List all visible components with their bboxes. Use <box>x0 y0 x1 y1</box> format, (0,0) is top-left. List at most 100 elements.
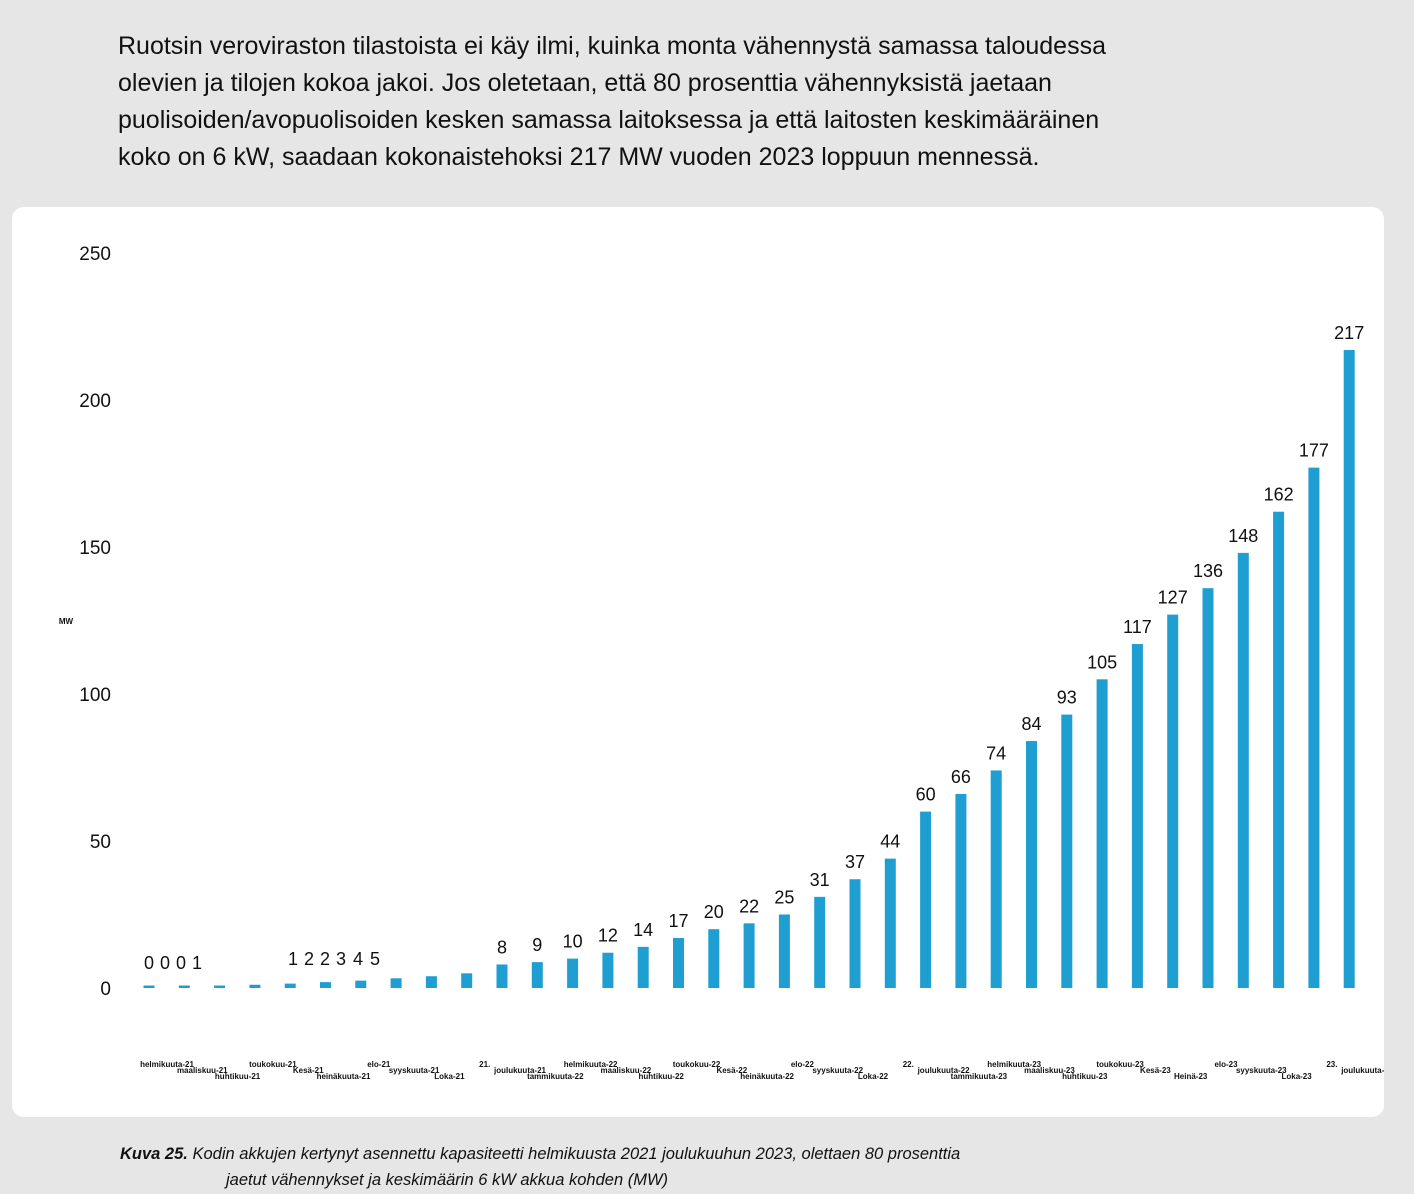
x-tick-label: huhtikuu-23 <box>1062 1072 1108 1081</box>
bar <box>708 929 720 988</box>
y-tick-label: 100 <box>79 685 111 706</box>
bar <box>1237 552 1249 988</box>
x-tick-label: 23. <box>1326 1060 1337 1069</box>
data-label: 84 <box>1021 714 1041 734</box>
x-tick-label: elo-21 <box>367 1060 391 1069</box>
data-label: 25 <box>774 888 794 908</box>
bar <box>1096 679 1108 988</box>
x-tick-label: syyskuuta-21 <box>389 1066 440 1075</box>
y-tick-label: 250 <box>79 244 111 265</box>
x-tick-label: tammikuuta-22 <box>527 1072 584 1081</box>
x-tick-label: syyskuuta-23 <box>1236 1066 1287 1075</box>
intro-line-3: puolisoiden/avopuolisoiden kesken samass… <box>118 106 1100 134</box>
bar <box>814 896 826 988</box>
bar <box>355 980 367 988</box>
y-tick-label: 50 <box>90 832 111 853</box>
bar <box>531 962 543 988</box>
bar <box>778 914 790 988</box>
bar <box>1167 614 1179 988</box>
data-label: 3 <box>336 949 346 969</box>
x-tick-label: joulukuuta-21 <box>493 1066 547 1075</box>
bar <box>990 770 1002 988</box>
x-tick-label: tammikuuta-23 <box>951 1072 1008 1081</box>
data-label: 0 <box>176 953 186 973</box>
intro-line-1: Ruotsin veroviraston tilastoista ei käy … <box>118 32 1106 60</box>
data-label: 0 <box>160 953 170 973</box>
figure-caption: Kuva 25. Kodin akkujen kertynyt asennett… <box>120 1141 1220 1193</box>
data-label: 2 <box>320 949 330 969</box>
x-tick-label: toukokuu-21 <box>249 1060 297 1069</box>
x-tick-label: Kesä-22 <box>716 1066 747 1075</box>
x-tick-label: Kesä-21 <box>293 1066 324 1075</box>
bar <box>920 811 932 988</box>
x-tick-label: maaliskuu-21 <box>177 1066 228 1075</box>
data-label: 22 <box>739 896 759 916</box>
bar <box>955 793 967 988</box>
x-tick-label: maaliskuu-23 <box>1024 1066 1075 1075</box>
bar <box>1273 511 1285 988</box>
data-label: 10 <box>563 932 583 952</box>
chart-card: 0 50 100 150 200 250 MW 8 9 10 12 14 17 20 22 25 31 37 44 6… <box>12 207 1384 1117</box>
bar <box>496 964 508 988</box>
data-label: 12 <box>598 926 618 946</box>
x-tick-label: joulukuuta-23 <box>1340 1066 1384 1075</box>
x-tick-label: Loka-23 <box>1281 1072 1312 1081</box>
bar <box>214 985 226 988</box>
bar <box>1308 467 1320 988</box>
x-tick-label: joulukuuta-22 <box>917 1066 971 1075</box>
x-tick-label: elo-23 <box>1214 1060 1238 1069</box>
caption-line-2: jaetut vähennykset ja keskimäärin 6 kW a… <box>226 1171 669 1189</box>
data-label: 0 <box>144 953 154 973</box>
bar <box>637 946 649 988</box>
data-label: 117 <box>1123 617 1152 637</box>
data-label: 1 <box>288 949 298 969</box>
data-label: 4 <box>353 949 363 969</box>
data-label: 127 <box>1158 588 1188 608</box>
data-label: 148 <box>1228 526 1258 546</box>
intro-line-4: koko on 6 kW, saadaan kokonaistehoksi 21… <box>118 143 1040 171</box>
data-label: 162 <box>1264 485 1294 505</box>
bar <box>602 952 614 988</box>
data-label: 66 <box>951 767 971 787</box>
intro-line-2: olevien ja tilojen kokoa jakoi. Jos olet… <box>118 69 1052 97</box>
x-tick-label: helmikuuta-23 <box>987 1060 1041 1069</box>
caption-label: Kuva 25. <box>120 1145 188 1163</box>
x-tick-label: Loka-21 <box>434 1072 465 1081</box>
bar <box>1202 588 1214 988</box>
x-tick-label: heinäkuuta-21 <box>317 1072 371 1081</box>
bar <box>1061 714 1073 988</box>
x-tick-label: Loka-22 <box>858 1072 889 1081</box>
bar <box>673 938 684 988</box>
x-tick-label: elo-22 <box>791 1060 815 1069</box>
bar <box>425 976 437 988</box>
x-tick-label: helmikuuta-22 <box>564 1060 618 1069</box>
bar <box>461 973 473 988</box>
y-tick-label: 0 <box>100 979 111 1000</box>
data-label: 177 <box>1299 441 1329 461</box>
bar <box>849 879 861 988</box>
y-tick-label: 150 <box>79 538 111 559</box>
data-label: 20 <box>704 902 724 922</box>
bar <box>390 978 402 988</box>
bar <box>567 958 579 988</box>
data-label: 105 <box>1087 652 1117 672</box>
bar <box>1343 350 1355 988</box>
data-label: 60 <box>916 785 936 805</box>
data-label: 217 <box>1334 323 1364 343</box>
y-tick-label: 200 <box>79 391 111 412</box>
x-tick-label: syyskuuta-22 <box>812 1066 863 1075</box>
x-tick-label: Heinä-23 <box>1174 1072 1208 1081</box>
data-label: 93 <box>1057 688 1077 708</box>
bar <box>1131 644 1143 988</box>
x-tick-label: Kesä-23 <box>1140 1066 1171 1075</box>
x-tick-label: toukokuu-22 <box>673 1060 721 1069</box>
data-label: 136 <box>1193 561 1223 581</box>
y-axis-label: MW <box>59 617 74 626</box>
bar <box>320 982 331 988</box>
bar <box>1026 741 1037 988</box>
caption-line-1: Kodin akkujen kertynyt asennettu kapasit… <box>187 1145 961 1163</box>
bar <box>884 858 896 988</box>
data-label: 44 <box>880 832 900 852</box>
x-tick-label: heinäkuuta-22 <box>740 1072 794 1081</box>
